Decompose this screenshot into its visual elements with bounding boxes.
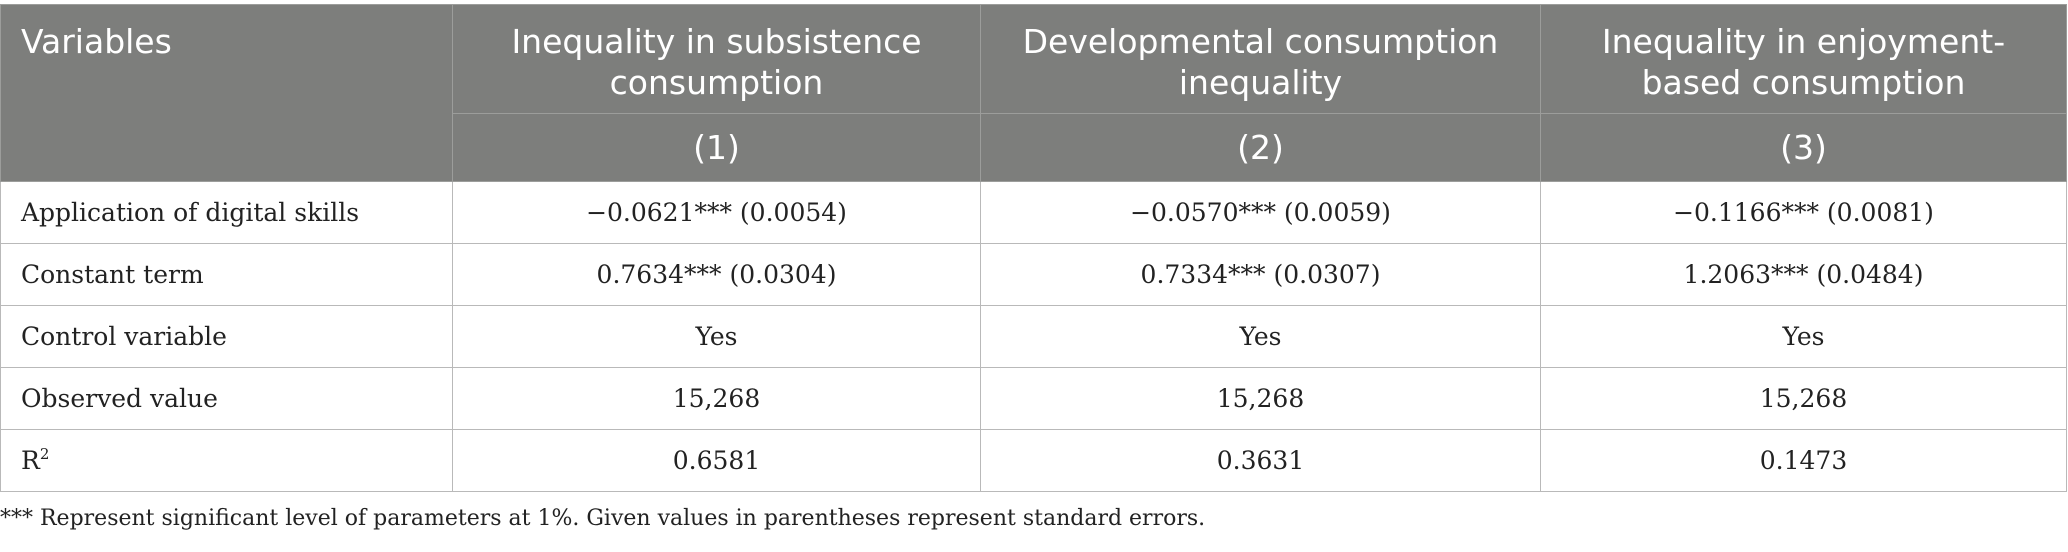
table-cell: −0.1166*** (0.0081): [1540, 181, 2067, 244]
header-col-3: Inequality in enjoyment-based consumptio…: [1540, 4, 2067, 114]
header-num-3: (3): [1540, 113, 2067, 182]
table-row: Application of digital skills −0.0621***…: [0, 181, 2067, 244]
table-cell: Yes: [452, 305, 981, 368]
table-cell: 15,268: [452, 367, 981, 430]
table-row: Observed value 15,268 15,268 15,268: [0, 367, 2067, 430]
row-label-base: R: [21, 446, 40, 475]
table-footnote: *** Represent significant level of param…: [0, 506, 1206, 531]
row-label-superscript: 2: [39, 445, 50, 463]
table-cell: Yes: [980, 305, 1541, 368]
header-num-2: (2): [980, 113, 1541, 182]
table-row: Constant term 0.7634*** (0.0304) 0.7334*…: [0, 243, 2067, 306]
header-row-titles: Variables Inequality in subsistence cons…: [0, 4, 2067, 182]
table-cell: 0.6581: [452, 429, 981, 492]
table-body: Application of digital skills −0.0621***…: [0, 181, 2067, 492]
table-cell: 0.3631: [980, 429, 1541, 492]
header-variables: Variables: [0, 4, 453, 182]
table-cell: 15,268: [980, 367, 1541, 430]
row-label-r-squared: R2: [0, 429, 453, 492]
header-row-numbers: (1) (2) (3): [1, 113, 2067, 182]
regression-table: Variables Inequality in subsistence cons…: [0, 4, 2067, 492]
table-cell: 15,268: [1540, 367, 2067, 430]
row-label: Constant term: [0, 243, 453, 306]
table-cell: −0.0570*** (0.0059): [980, 181, 1541, 244]
table-cell: 0.1473: [1540, 429, 2067, 492]
table-cell: 1.2063*** (0.0484): [1540, 243, 2067, 306]
header-num-1: (1): [452, 113, 981, 182]
row-label: Observed value: [0, 367, 453, 430]
row-label: Control variable: [0, 305, 453, 368]
row-label: Application of digital skills: [0, 181, 453, 244]
header-col-2: Developmental consumption inequality: [980, 4, 1541, 114]
table-row: Control variable Yes Yes Yes: [0, 305, 2067, 368]
table-cell: Yes: [1540, 305, 2067, 368]
table-row: R2 0.6581 0.3631 0.1473: [0, 429, 2067, 492]
table-cell: −0.0621*** (0.0054): [452, 181, 981, 244]
table-cell: 0.7634*** (0.0304): [452, 243, 981, 306]
table-cell: 0.7334*** (0.0307): [980, 243, 1541, 306]
table-header: Variables Inequality in subsistence cons…: [0, 4, 2067, 182]
header-col-1: Inequality in subsistence consumption: [452, 4, 981, 114]
